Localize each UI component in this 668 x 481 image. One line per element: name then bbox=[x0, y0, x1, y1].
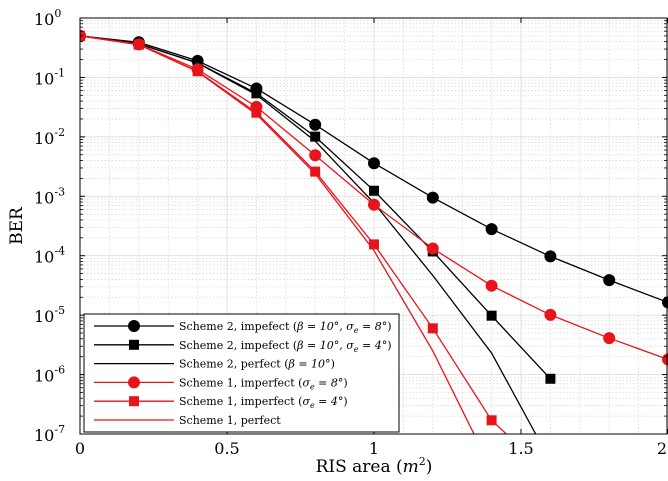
x-tick-label: 0 bbox=[75, 439, 85, 458]
x-tick-label: 0.5 bbox=[214, 439, 239, 458]
y-tick-label: 10-5 bbox=[34, 304, 65, 326]
ticks: 0 0.5 1 1.5 2 100 10-1 10-2 10-3 10-4 10-5 10-6 10-7 bbox=[34, 7, 668, 458]
data-point bbox=[309, 149, 322, 162]
data-point bbox=[426, 242, 439, 255]
x-tick-label: 1.5 bbox=[508, 439, 533, 458]
data-point bbox=[545, 373, 556, 384]
series-6 bbox=[80, 35, 475, 434]
data-point bbox=[426, 191, 439, 204]
y-tick-label: 10-6 bbox=[34, 364, 65, 386]
data-point bbox=[427, 323, 438, 334]
legend-box bbox=[83, 313, 400, 433]
series-line bbox=[80, 35, 537, 434]
legend-swatch-marker bbox=[128, 376, 140, 389]
y-axis-label: BER bbox=[7, 206, 27, 245]
legend-label: Scheme 1, imperfect (σe​ = 8°) bbox=[179, 376, 348, 391]
y-tick-label: 10-2 bbox=[34, 126, 65, 148]
x-tick-label: 2 bbox=[657, 439, 667, 458]
data-point bbox=[544, 250, 557, 263]
legend-label: Scheme 2, impefect (β = 10°, σe​ = 8°) bbox=[179, 320, 392, 335]
data-point bbox=[486, 415, 497, 426]
data-point bbox=[485, 223, 498, 236]
data-point bbox=[485, 279, 498, 292]
data-point bbox=[544, 308, 557, 321]
data-point bbox=[603, 274, 616, 287]
legend-label: Scheme 1, imperfect (σe​ = 4°) bbox=[179, 395, 348, 410]
legend-swatch-marker bbox=[128, 320, 140, 332]
data-point bbox=[251, 88, 262, 99]
data-point bbox=[309, 118, 322, 131]
legend: Scheme 2, impefect (β = 10°, σe​ = 8°) Sc… bbox=[83, 313, 400, 433]
y-tick-label: 100 bbox=[34, 7, 61, 29]
data-point bbox=[368, 157, 380, 170]
y-tick-label: 10-4 bbox=[34, 245, 65, 267]
series-1 bbox=[80, 29, 668, 309]
x-axis-label: RIS area (m2) bbox=[316, 455, 433, 477]
y-tick-label: 10-1 bbox=[34, 66, 65, 88]
data-point bbox=[369, 239, 379, 250]
data-point bbox=[310, 131, 321, 142]
y-tick-label: 10-7 bbox=[34, 423, 65, 445]
legend-label: Scheme 2, perfect (β = 10°) bbox=[179, 358, 335, 371]
x-tick-label: 1 bbox=[369, 439, 379, 458]
data-point bbox=[369, 185, 379, 196]
series-3 bbox=[80, 35, 537, 434]
data-point bbox=[603, 332, 616, 345]
legend-label: Scheme 2, impefect (β = 10°, σe​ = 4°) bbox=[179, 339, 392, 354]
series-line bbox=[80, 35, 475, 434]
legend-label: Scheme 1, perfect bbox=[179, 414, 281, 427]
legend-swatch-marker bbox=[129, 396, 139, 407]
data-point bbox=[251, 107, 262, 118]
data-point bbox=[310, 166, 321, 177]
legend-swatch-marker bbox=[129, 339, 139, 350]
data-point bbox=[368, 198, 380, 211]
y-tick-label: 10-3 bbox=[34, 185, 65, 207]
series-layer bbox=[80, 29, 668, 434]
data-point bbox=[486, 310, 497, 321]
